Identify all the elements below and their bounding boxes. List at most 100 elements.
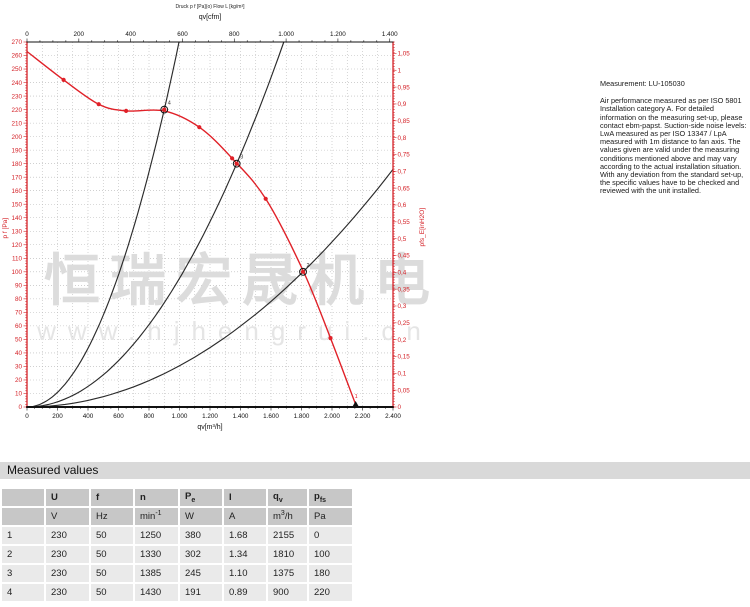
column-header-cell: pfs (309, 489, 352, 506)
bottom-tick-labels: 0 200 400 600 800 1.000 1.200 1.400 1.600 1.800 2.… (25, 413, 401, 420)
svg-text:60: 60 (15, 323, 23, 330)
operating-point-label: 3 (240, 155, 243, 161)
svg-text:0,6: 0,6 (398, 202, 407, 209)
svg-text:2.000: 2.000 (324, 413, 340, 420)
table-cell: 1810 (268, 546, 307, 563)
operating-point-label: 4 (168, 101, 171, 107)
data-point-dot (96, 102, 101, 107)
table-cell: 1.68 (224, 527, 266, 544)
column-header-cell: I (224, 489, 266, 506)
table-row: 4 230 50 1430 191 0.89 900 220 (2, 584, 352, 601)
svg-text:0,15: 0,15 (398, 354, 411, 361)
svg-text:0,95: 0,95 (398, 84, 411, 91)
grid (27, 42, 393, 407)
svg-text:140: 140 (11, 215, 22, 222)
left-axis-label: p f [Pa] (2, 218, 9, 239)
corner-cell (2, 508, 44, 525)
svg-text:0,55: 0,55 (398, 219, 411, 226)
svg-text:110: 110 (12, 255, 23, 262)
svg-text:0,9: 0,9 (398, 101, 407, 108)
table-cell: 230 (46, 527, 89, 544)
right-axis-label: pfs_E[inH2O] (419, 208, 426, 247)
row-number-cell: 3 (2, 565, 44, 582)
watermark-cn: 恒瑞宏晟机电 (44, 249, 440, 312)
table-cell: 380 (180, 527, 222, 544)
table-cell: 1430 (135, 584, 178, 601)
system-curve (26, 41, 285, 408)
svg-text:400: 400 (125, 31, 136, 38)
table-cell: 1385 (135, 565, 178, 582)
measurement-title: Measurement: LU-105030 (600, 79, 685, 88)
svg-text:600: 600 (177, 31, 188, 38)
svg-text:800: 800 (229, 31, 240, 38)
svg-text:0,05: 0,05 (398, 387, 411, 394)
column-header-cell: Pe (180, 489, 222, 506)
operating-point-marker (352, 401, 360, 407)
svg-text:220: 220 (11, 107, 22, 114)
svg-text:180: 180 (11, 161, 22, 168)
svg-text:2.400: 2.400 (385, 413, 401, 420)
svg-text:0,7: 0,7 (398, 168, 407, 175)
fan-curve-series (26, 50, 357, 405)
svg-text:600: 600 (113, 413, 124, 420)
svg-text:0,25: 0,25 (398, 320, 411, 327)
svg-text:100: 100 (11, 269, 22, 276)
svg-text:120: 120 (11, 242, 22, 249)
svg-text:200: 200 (74, 31, 85, 38)
svg-text:1.400: 1.400 (233, 413, 249, 420)
measured-values-title: Measured values (7, 463, 99, 477)
unit-cell: A (224, 508, 266, 525)
table-cell: 230 (46, 584, 89, 601)
operating-point-marker (160, 105, 169, 114)
table-row: 2 230 50 1330 302 1.34 1810 100 (2, 546, 352, 563)
svg-text:270: 270 (11, 39, 22, 46)
svg-text:0,8: 0,8 (398, 135, 407, 142)
corner-cell (2, 489, 44, 506)
operating-point-marker (232, 159, 241, 168)
svg-text:80: 80 (15, 296, 23, 303)
table-cell: 230 (46, 565, 89, 582)
table-cell: 302 (180, 546, 222, 563)
unit-cell: Hz (91, 508, 133, 525)
svg-text:0,35: 0,35 (398, 286, 411, 293)
row-number-cell: 4 (2, 584, 44, 601)
svg-text:10: 10 (15, 391, 23, 398)
table-cell: 1.34 (224, 546, 266, 563)
svg-text:130: 130 (11, 228, 22, 235)
svg-text:0: 0 (25, 31, 29, 38)
column-header-cell: U (46, 489, 89, 506)
unit-cell: W (180, 508, 222, 525)
svg-text:1.000: 1.000 (172, 413, 188, 420)
measurement-body: Air performance measured as per ISO 5801… (600, 96, 747, 196)
svg-text:0,4: 0,4 (398, 270, 407, 277)
table-cell: 245 (180, 565, 222, 582)
top-tick-labels: 0 200 400 600 800 1.000 1.200 1.400 (25, 31, 398, 38)
svg-text:400: 400 (83, 413, 94, 420)
operating-point-marker (299, 267, 307, 276)
table-cell: 0 (309, 527, 352, 544)
left-ticks (23, 41, 27, 408)
svg-text:230: 230 (11, 93, 22, 100)
svg-text:0,65: 0,65 (398, 185, 411, 192)
operating-point-label: 1 (355, 394, 358, 400)
right-tick-labels: 0 0,05 0,1 0,15 0,2 0,25 0,3 0,35 0,4 0,45 0,5 0,55… (398, 51, 411, 412)
table-cell: 50 (91, 546, 133, 563)
column-header-cell: n (135, 489, 178, 506)
svg-text:40: 40 (15, 350, 23, 357)
table-cell: 50 (91, 527, 133, 544)
measurement-note: Measurement: LU-105030 Air performance m… (600, 79, 750, 196)
svg-text:0,85: 0,85 (398, 118, 411, 125)
unit-cell: Pa (309, 508, 352, 525)
svg-text:0,45: 0,45 (398, 253, 411, 260)
svg-text:260: 260 (11, 53, 22, 60)
table-cell: 900 (268, 584, 307, 601)
svg-text:160: 160 (11, 188, 22, 195)
bottom-ticks (26, 407, 394, 411)
svg-text:1,05: 1,05 (398, 51, 411, 58)
system-curve (26, 168, 394, 408)
data-point-dot (300, 269, 306, 274)
svg-text:90: 90 (15, 283, 23, 290)
svg-text:240: 240 (11, 80, 22, 87)
